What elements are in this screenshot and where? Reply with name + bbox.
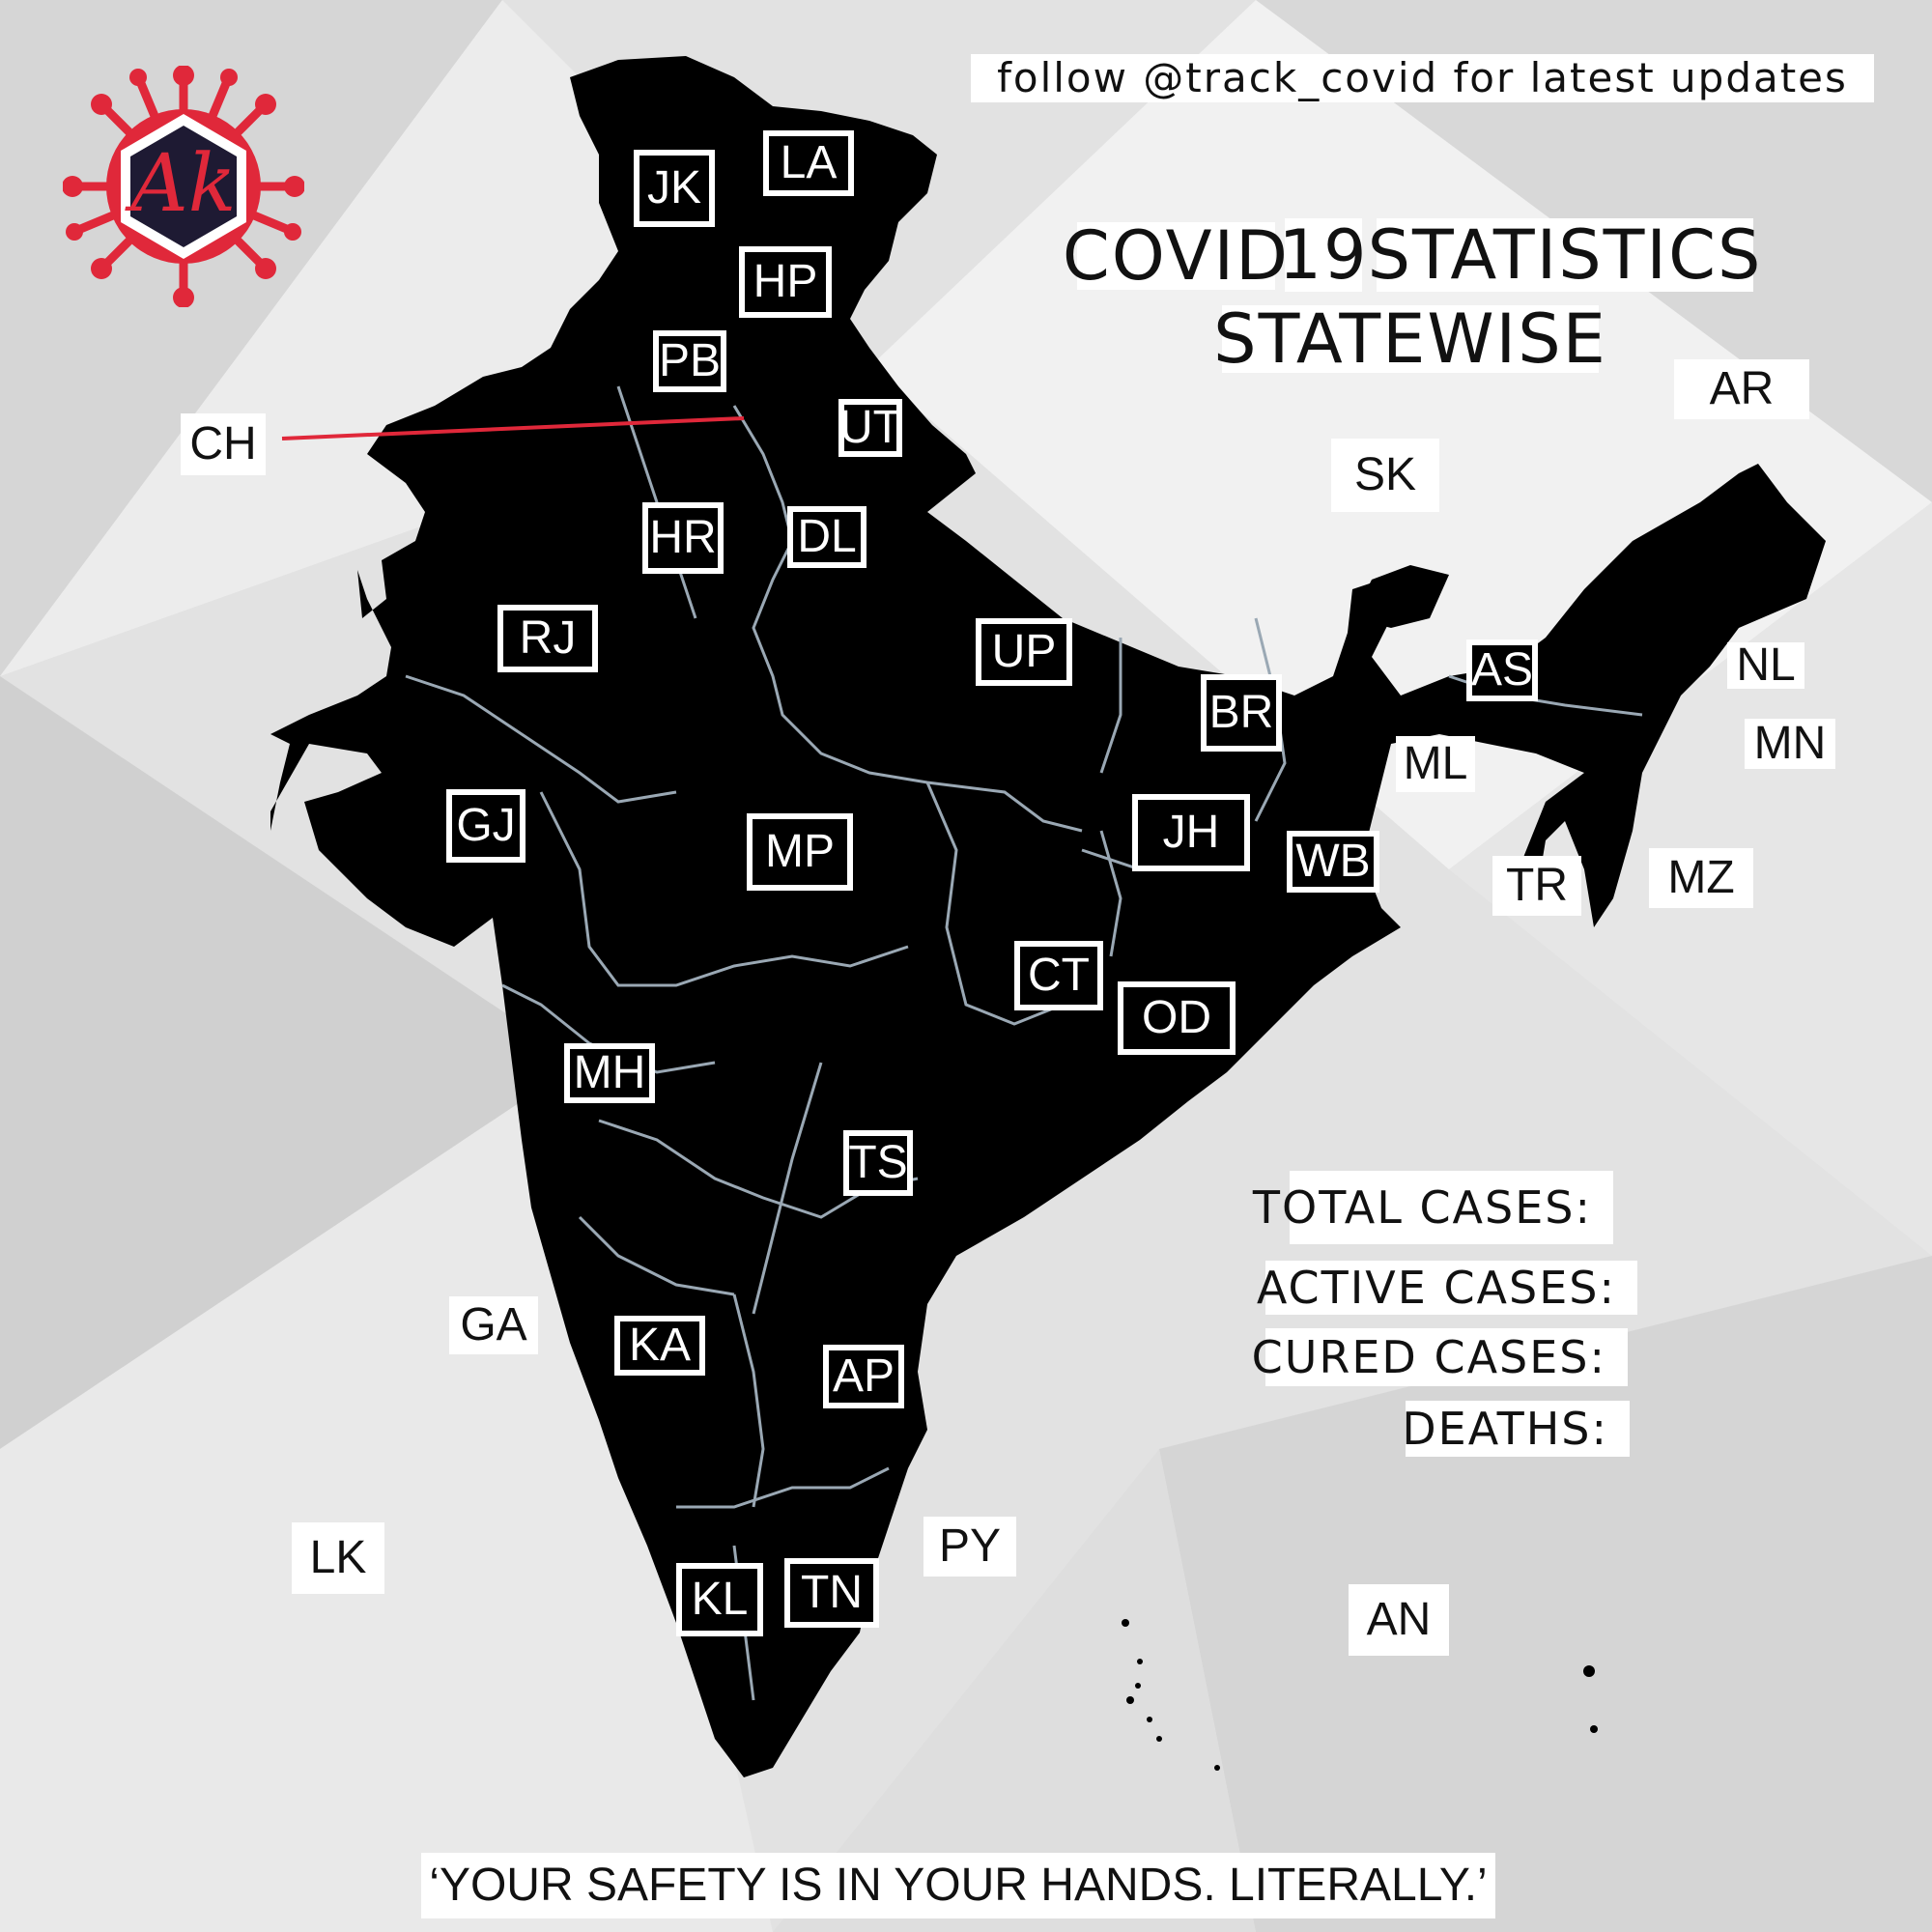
state-label-ut[interactable]: UT <box>838 399 902 457</box>
follow-banner: follow @track_covid for latest updates <box>971 54 1874 102</box>
island-dots <box>1122 1619 1598 1771</box>
state-label-ch[interactable]: CH <box>181 413 266 475</box>
state-label-nl[interactable]: NL <box>1727 642 1804 689</box>
state-label-ga[interactable]: GA <box>449 1296 538 1354</box>
state-label-ap[interactable]: AP <box>823 1345 904 1408</box>
northeast-overlay <box>1352 565 1449 628</box>
state-label-wb[interactable]: WB <box>1287 831 1379 893</box>
state-label-hr[interactable]: HR <box>642 502 724 574</box>
virus-logo-icon: Ak <box>62 65 305 308</box>
state-label-tn[interactable]: TN <box>784 1558 879 1628</box>
title-word-covid: COVID <box>1062 216 1291 296</box>
logo: Ak <box>62 65 305 308</box>
stat-active-cases: ACTIVE CASES: <box>1257 1261 1637 1315</box>
title-word-statistics: STATISTICS <box>1367 215 1763 295</box>
state-label-rj[interactable]: RJ <box>497 605 598 672</box>
state-label-lk[interactable]: LK <box>292 1522 384 1594</box>
state-label-ml[interactable]: ML <box>1396 736 1475 792</box>
state-label-mp[interactable]: MP <box>747 813 853 891</box>
state-label-br[interactable]: BR <box>1201 674 1282 752</box>
stat-deaths: DEATHS: <box>1402 1401 1630 1457</box>
state-label-hp[interactable]: HP <box>739 246 832 318</box>
state-label-mz[interactable]: MZ <box>1649 848 1753 908</box>
state-label-mn[interactable]: MN <box>1745 719 1835 769</box>
state-label-od[interactable]: OD <box>1118 981 1236 1055</box>
state-label-pb[interactable]: PB <box>653 330 726 392</box>
state-label-jh[interactable]: JH <box>1132 794 1250 871</box>
ch-leader-line <box>281 416 745 440</box>
state-label-tr[interactable]: TR <box>1492 856 1581 916</box>
state-label-up[interactable]: UP <box>976 618 1072 686</box>
state-label-dl[interactable]: DL <box>787 506 867 568</box>
state-label-mh[interactable]: MH <box>564 1043 655 1103</box>
state-label-sk[interactable]: SK <box>1331 439 1439 512</box>
logo-text: Ak <box>125 138 237 230</box>
state-label-ts[interactable]: TS <box>843 1130 913 1196</box>
state-label-jk[interactable]: JK <box>634 150 715 227</box>
state-label-ct[interactable]: CT <box>1014 941 1103 1010</box>
state-label-an[interactable]: AN <box>1349 1584 1449 1656</box>
stat-total-cases: TOTAL CASES: <box>1253 1171 1613 1244</box>
state-label-as[interactable]: AS <box>1466 639 1538 701</box>
state-label-gj[interactable]: GJ <box>446 789 526 863</box>
title-word-19: 19 <box>1278 215 1369 295</box>
state-label-la[interactable]: LA <box>763 130 854 196</box>
title-line-statewise: STATEWISE <box>1213 299 1607 379</box>
state-label-kl[interactable]: KL <box>676 1563 763 1636</box>
state-label-ka[interactable]: KA <box>614 1316 705 1376</box>
stat-cured-cases: CURED CASES: <box>1252 1328 1628 1386</box>
state-label-py[interactable]: PY <box>923 1517 1016 1577</box>
safety-quote: ‘YOUR SAFETY IS IN YOUR HANDS. LITERALLY… <box>421 1853 1495 1918</box>
state-label-ar[interactable]: AR <box>1674 359 1809 419</box>
